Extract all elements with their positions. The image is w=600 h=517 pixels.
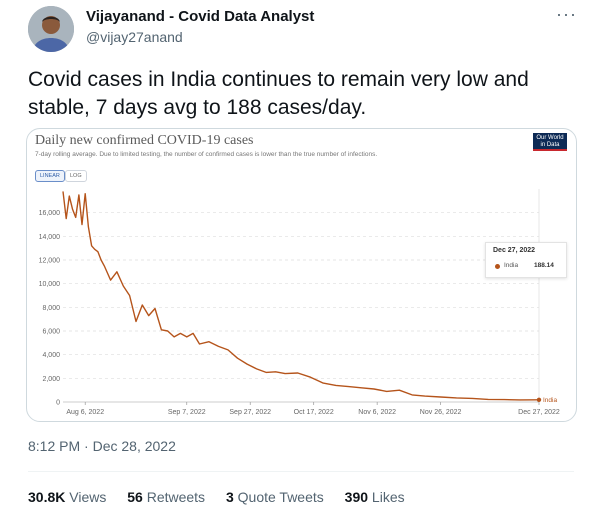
series-end-label: India: [543, 397, 557, 404]
x-tick-label: Dec 27, 2022: [518, 409, 560, 416]
logo-line1: Our World: [536, 135, 564, 141]
owid-logo: Our World in Data: [533, 133, 567, 151]
tooltip-date: Dec 27, 2022: [493, 247, 536, 254]
x-tick-label: Sep 7, 2022: [168, 409, 206, 416]
tooltip-value: 188.14: [534, 262, 554, 269]
x-tick-label: Oct 17, 2022: [294, 409, 334, 416]
likes-stat[interactable]: 390 Likes: [345, 489, 405, 505]
y-tick-label: 14,000: [39, 234, 61, 241]
quotes-label: Quote Tweets: [237, 489, 324, 505]
tweet-text: Covid cases in India continues to remain…: [28, 68, 529, 119]
avatar-image: [28, 6, 74, 52]
tweet-author: Vijayanand - Covid Data Analyst @vijay27…: [86, 8, 314, 46]
chart-subtitle: 7-day rolling average. Due to limited te…: [35, 151, 378, 158]
chart-tooltip: Dec 27, 2022 India 188.14: [485, 242, 567, 278]
retweets-stat[interactable]: 56 Retweets: [127, 489, 205, 505]
more-icon[interactable]: ···: [556, 4, 577, 24]
tooltip-series: India: [504, 262, 519, 269]
y-tick-label: 12,000: [39, 258, 61, 265]
author-name[interactable]: Vijayanand - Covid Data Analyst: [86, 8, 315, 25]
y-tick-label: 4,000: [42, 352, 60, 359]
y-tick-label: 10,000: [39, 281, 61, 288]
retweets-count: 56: [127, 489, 143, 505]
y-tick-label: 8,000: [42, 305, 60, 312]
y-tick-label: 0: [56, 400, 60, 407]
chart-plot: 0 2,000 4,000 6,000 8,000 10,000 12,000 14,000 1…: [39, 189, 560, 416]
x-tick-label: Sep 27, 2022: [229, 409, 271, 416]
x-tick-label: Nov 6, 2022: [358, 409, 396, 416]
x-tick-label: Nov 26, 2022: [420, 409, 462, 416]
y-tick-label: 6,000: [42, 329, 60, 336]
chart-title: Daily new confirmed COVID-19 cases: [35, 133, 254, 148]
divider: [28, 471, 574, 472]
views-count: 30.8K: [28, 489, 66, 505]
series-end-point: [536, 397, 542, 402]
y-tick-label: 16,000: [39, 210, 61, 217]
tooltip-series-dot: [495, 264, 500, 269]
log-scale-toggle[interactable]: LOG: [65, 170, 87, 182]
quote-tweets-stat[interactable]: 3 Quote Tweets: [226, 489, 324, 505]
views-stat[interactable]: 30.8K Views: [28, 489, 106, 505]
logo-line2: in Data: [540, 142, 560, 148]
quotes-count: 3: [225, 489, 234, 505]
x-tick-label: Aug 6, 2022: [66, 409, 104, 416]
linear-scale-toggle[interactable]: LINEAR: [35, 170, 65, 182]
retweets-label: Retweets: [146, 489, 206, 505]
tweet-stats: 30.8K Views 56 Retweets 3 Quote Tweets 3…: [28, 489, 422, 505]
chart-card[interactable]: 0 2,000 4,000 6,000 8,000 10,000 12,000 14,000 1…: [26, 128, 577, 422]
tweet-timestamp[interactable]: 8:12 PM · Dec 28, 2022: [28, 438, 176, 454]
avatar[interactable]: [28, 6, 74, 52]
y-tick-label: 2,000: [42, 376, 60, 383]
likes-count: 390: [344, 489, 369, 505]
likes-label: Likes: [371, 489, 405, 505]
author-handle[interactable]: @vijay27anand: [86, 29, 183, 45]
views-label: Views: [69, 489, 107, 505]
series-line-india: [62, 191, 540, 401]
